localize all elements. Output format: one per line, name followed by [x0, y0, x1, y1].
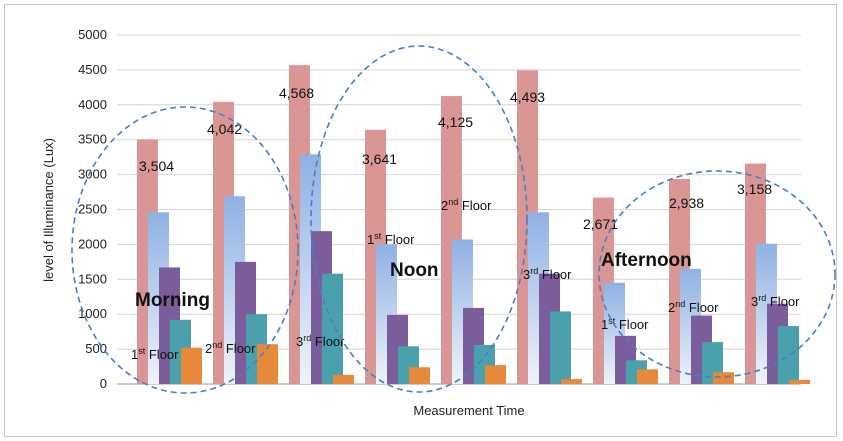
y-tick-label: 0	[100, 376, 107, 391]
y-axis-title: level of Illuminance (Lux)	[41, 138, 56, 282]
data-label: 4,568	[279, 85, 314, 101]
floor-label: 3rd Floor	[751, 293, 800, 309]
y-tick-label: 2000	[78, 236, 107, 251]
floor-label: 2nd Floor	[205, 340, 256, 356]
bar	[257, 344, 278, 384]
y-tick-label: 4000	[78, 97, 107, 112]
bar	[485, 365, 506, 384]
floor-label: 2nd Floor	[441, 197, 492, 213]
data-labels: 3,504 4,042 4,568 3,641 4,125 4,493 2,671 2,938…	[139, 85, 772, 232]
bar	[561, 379, 582, 384]
chart-frame: 0 500 1000 1500 2000 2500 3000 3500 4000 4500 5000…	[4, 4, 837, 437]
floor-label: 1st Floor	[601, 316, 649, 332]
period-label: Noon	[390, 260, 439, 281]
floor-label: 1st Floor	[367, 231, 415, 247]
y-tick-label: 3500	[78, 132, 107, 147]
data-label: 3,504	[139, 158, 174, 174]
floor-label: 3rd Floor	[296, 333, 345, 349]
bar	[637, 369, 658, 384]
period-label: Afternoon	[601, 250, 692, 271]
bar	[778, 326, 799, 384]
bar	[789, 379, 810, 384]
data-label: 3,641	[362, 151, 397, 167]
period-ellipses	[71, 45, 836, 394]
period-ellipse	[598, 170, 836, 378]
x-axis-title: Measurement Time	[413, 403, 524, 418]
data-label: 2,671	[583, 216, 618, 232]
data-label: 4,493	[510, 89, 545, 105]
data-label: 2,938	[669, 195, 704, 211]
bar	[181, 347, 202, 384]
floor-label: 2nd Floor	[668, 299, 719, 315]
bar	[333, 374, 354, 384]
y-tick-label: 3000	[78, 167, 107, 182]
data-label: 4,042	[207, 121, 242, 137]
illuminance-chart: 0500100015002000250030003500400045005000…	[41, 27, 836, 418]
period-labels: Morning Noon Afternoon	[135, 250, 692, 311]
data-label: 3,158	[737, 181, 772, 197]
bar	[322, 273, 343, 384]
y-tick-label: 4500	[78, 62, 107, 77]
bar	[550, 311, 571, 384]
y-tick-label: 500	[85, 341, 107, 356]
bar	[409, 367, 430, 384]
y-tick-label: 1500	[78, 271, 107, 286]
floor-label: 3rd Floor	[523, 266, 572, 282]
period-ellipse	[310, 45, 528, 393]
data-label: 4,125	[438, 114, 473, 130]
floor-label: 1st Floor	[131, 346, 179, 362]
y-tick-label: 5000	[78, 27, 107, 42]
floor-labels: 1st Floor 2nd Floor 3rd Floor 1st Floor 2nd …	[131, 197, 800, 362]
y-tick-label: 2500	[78, 202, 107, 217]
bar	[713, 372, 734, 384]
period-label: Morning	[135, 290, 210, 311]
bars	[137, 65, 810, 384]
period-ellipse	[71, 106, 299, 394]
